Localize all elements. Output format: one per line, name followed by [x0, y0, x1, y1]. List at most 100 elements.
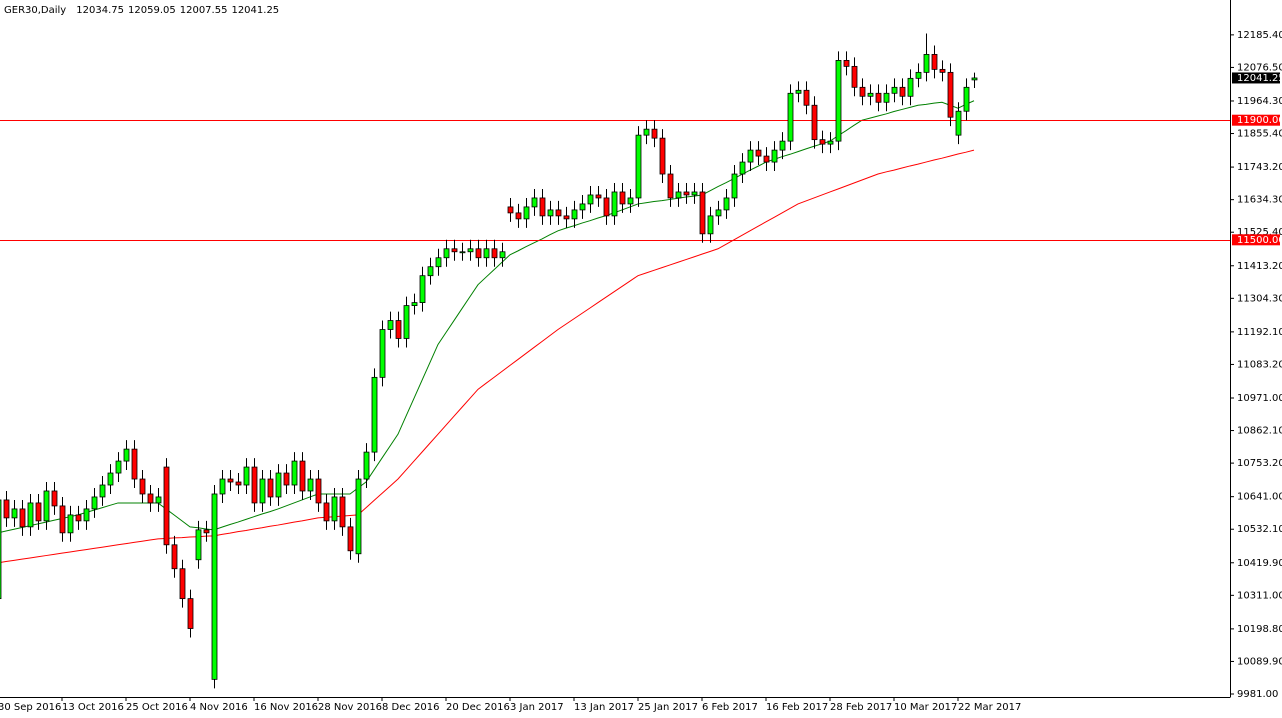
candle-body [923, 54, 930, 73]
y-tick-label: 11083.20 [1237, 359, 1282, 370]
x-tick-label: 25 Oct 2016 [126, 702, 188, 713]
candle-body [475, 248, 482, 259]
x-tick-label: 28 Nov 2016 [318, 702, 382, 713]
moving-average [0, 100, 975, 533]
candle-body [363, 451, 370, 480]
candle-body [251, 466, 258, 504]
candle-body [3, 499, 10, 519]
candle-body [547, 209, 554, 217]
x-tick-label: 4 Nov 2016 [190, 702, 248, 713]
x-tick-label: 22 Mar 2017 [958, 702, 1021, 713]
x-tick-label: 28 Feb 2017 [830, 702, 892, 713]
candle-body [427, 266, 434, 277]
header-value: 12007.55 [180, 5, 228, 16]
level-label: 11900.00 [1237, 115, 1282, 126]
candle-body [491, 248, 498, 259]
y-tick-label: 11304.30 [1237, 293, 1282, 304]
candle-body [723, 197, 730, 211]
y-tick-label: 10089.90 [1237, 656, 1282, 667]
candle-body [179, 568, 186, 600]
price-label-bg [1232, 72, 1280, 84]
candle-body [35, 502, 42, 522]
candle-body [59, 505, 66, 534]
y-tick-label: 10419.90 [1237, 558, 1282, 569]
candle-body [835, 60, 842, 142]
candle-body [403, 305, 410, 339]
candle-body [131, 448, 138, 480]
candle-body [539, 197, 546, 217]
candle-body [283, 472, 290, 486]
candle-body [731, 173, 738, 199]
candle-body [467, 248, 474, 253]
candle-body [483, 248, 490, 259]
candle-body [27, 502, 34, 528]
candle-body [779, 140, 786, 151]
candle-body [675, 191, 682, 199]
candle-body [395, 320, 402, 339]
x-tick-label: 8 Dec 2016 [382, 702, 440, 713]
candle-body [411, 302, 418, 306]
candle-body [507, 206, 514, 214]
y-tick-label: 11964.30 [1237, 96, 1282, 107]
candle-body [571, 209, 578, 220]
candle-body [203, 529, 210, 534]
candle-body [875, 92, 882, 103]
candle-body [827, 140, 834, 145]
candle-body [899, 86, 906, 97]
candle-body [379, 329, 386, 378]
candle-body [19, 508, 26, 528]
chart-title: GER30,Daily [4, 5, 66, 16]
candle-body [611, 191, 618, 217]
candle-body [315, 478, 322, 504]
candle-body [635, 134, 642, 199]
y-tick-label: 10862.10 [1237, 426, 1282, 437]
candle-body [139, 478, 146, 495]
candle-body [643, 128, 650, 136]
candle-body [211, 493, 218, 680]
candle-body [971, 77, 978, 81]
candle-body [171, 544, 178, 570]
y-tick-label: 11855.40 [1237, 129, 1282, 140]
candle-body [659, 137, 666, 175]
candle-body [123, 448, 130, 462]
candle-body [275, 472, 282, 498]
candle-body [555, 209, 562, 217]
candle-body [435, 257, 442, 268]
level-label-bg [1232, 234, 1280, 246]
candle-body [99, 484, 106, 498]
candle-body [291, 460, 298, 486]
candle-body [755, 149, 762, 157]
candle-body [227, 478, 234, 483]
header-value: 12059.05 [128, 5, 176, 16]
y-tick-label: 10971.00 [1237, 393, 1282, 404]
x-tick-label: 13 Oct 2016 [62, 702, 124, 713]
candle-body [147, 493, 154, 504]
candle-body [91, 496, 98, 510]
level-label-bg [1232, 114, 1280, 126]
candle-body [523, 206, 530, 220]
candle-body [579, 203, 586, 211]
candle-body [603, 197, 610, 217]
candle-body [339, 496, 346, 528]
candle-body [699, 191, 706, 235]
candle-body [955, 110, 962, 136]
candle-body [963, 86, 970, 112]
candle-body [155, 496, 162, 504]
candle-body [451, 248, 458, 253]
x-tick-label: 13 Jan 2017 [574, 702, 634, 713]
candle-body [259, 478, 266, 504]
x-tick-label: 25 Jan 2017 [638, 702, 698, 713]
y-tick-label: 10198.80 [1237, 624, 1282, 635]
candle-body [187, 598, 194, 629]
candle-body [619, 191, 626, 205]
y-tick-label: 9981.00 [1237, 689, 1278, 700]
level-label: 11500.00 [1237, 235, 1282, 246]
candle-body [163, 466, 170, 546]
y-tick-label: 10753.20 [1237, 458, 1282, 469]
candle-body [867, 92, 874, 97]
y-tick-label: 11192.10 [1237, 327, 1282, 338]
x-tick-label: 30 Sep 2016 [0, 702, 61, 713]
candle-body [11, 508, 18, 519]
candle-body [43, 490, 50, 522]
